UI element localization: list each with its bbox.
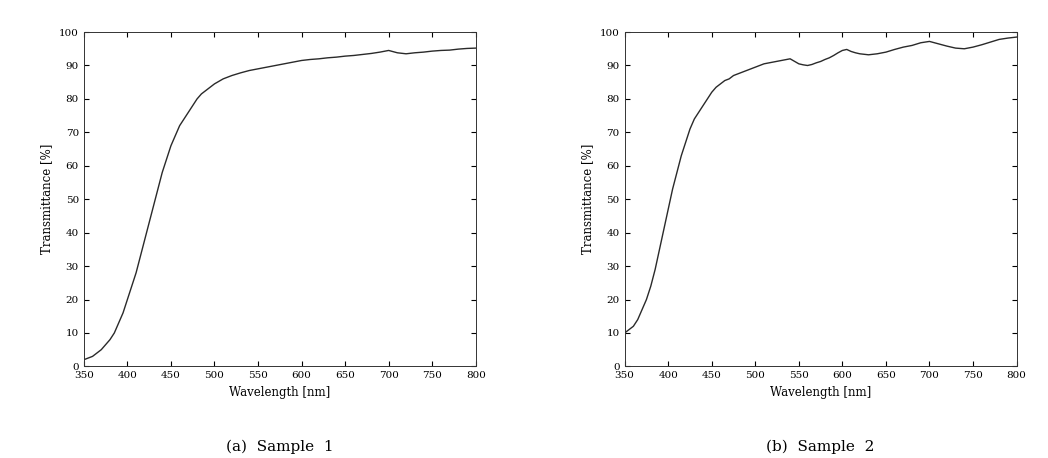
Text: (b)  Sample  2: (b) Sample 2 xyxy=(766,440,875,454)
X-axis label: Wavelength [nm]: Wavelength [nm] xyxy=(770,386,871,399)
Text: (a)  Sample  1: (a) Sample 1 xyxy=(226,440,333,454)
X-axis label: Wavelength [nm]: Wavelength [nm] xyxy=(230,386,330,399)
Y-axis label: Transmittance [%]: Transmittance [%] xyxy=(41,144,53,254)
Y-axis label: Transmittance [%]: Transmittance [%] xyxy=(582,144,594,254)
